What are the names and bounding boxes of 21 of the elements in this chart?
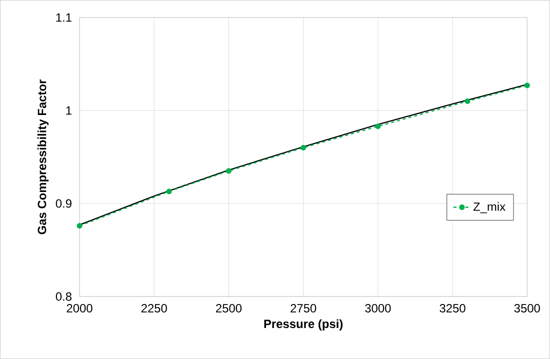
point	[166, 188, 172, 194]
point	[226, 168, 232, 174]
point	[375, 124, 381, 130]
x-tick-label: 2250	[141, 304, 167, 312]
point	[464, 98, 470, 104]
point	[524, 82, 530, 88]
x-tick-label: 2000	[66, 304, 92, 312]
point	[76, 223, 82, 229]
legend-label: Z_mix	[473, 202, 506, 214]
x-tick-label: 3000	[365, 304, 391, 312]
point	[300, 144, 306, 150]
x-tick-label: 3500	[514, 304, 540, 312]
y-tick-label: 1	[66, 106, 72, 115]
x-tick-label: 2500	[216, 304, 242, 312]
y-tick-label: 0.8	[56, 292, 72, 301]
y-tick-label: 0.9	[56, 199, 72, 208]
x-axis-title: Pressure (psi)	[264, 319, 343, 330]
x-tick-label: 2750	[290, 304, 316, 312]
y-tick-label: 1.1	[56, 13, 72, 22]
y-axis-title: Gas Compressibility Factor	[37, 79, 49, 234]
x-tick-label: 3250	[440, 304, 466, 312]
